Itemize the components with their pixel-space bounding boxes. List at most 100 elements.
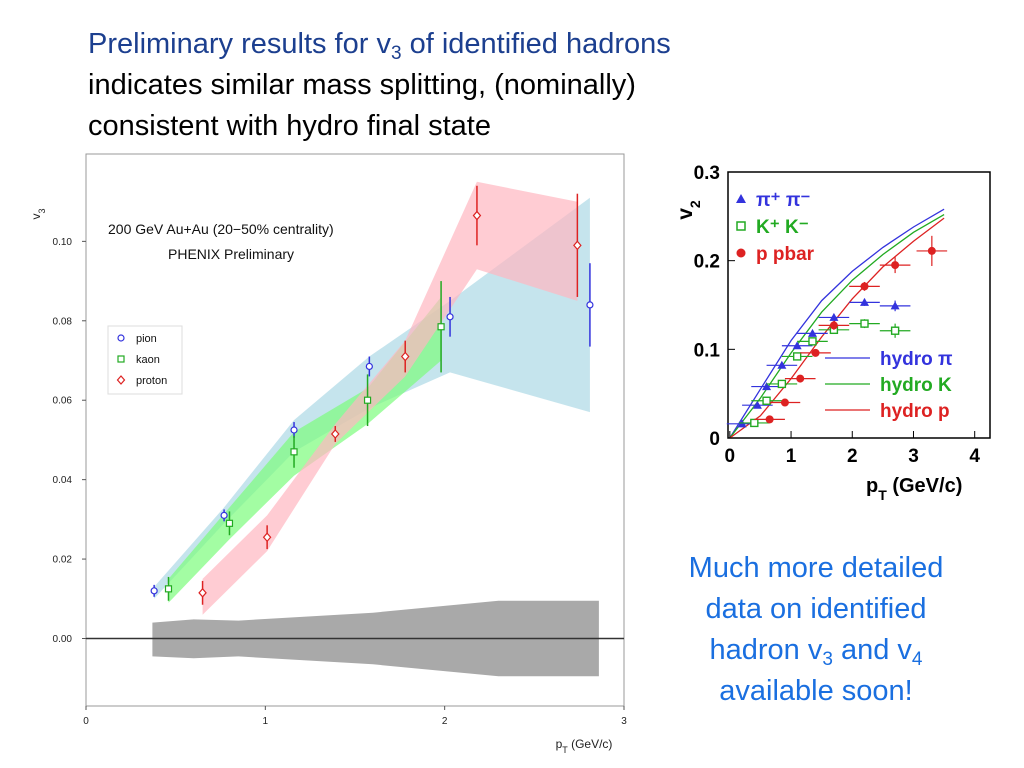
v2-legend-label: π⁺ π⁻ — [756, 190, 810, 211]
x-tick-label: 1 — [263, 716, 269, 727]
x-tick-label: 3 — [621, 716, 627, 727]
proton-point — [330, 429, 340, 439]
v2-point — [762, 396, 771, 405]
v2-point — [860, 319, 869, 328]
v2-point — [777, 360, 787, 369]
kaon-point — [437, 323, 445, 331]
pion-point — [290, 426, 298, 434]
v2-point — [750, 418, 759, 428]
hydro-legend-label: hydro π — [880, 349, 953, 370]
y-tick-label: 0.02 — [53, 555, 73, 566]
v2-point — [792, 341, 802, 350]
v2-y-tick-label: 0.2 — [694, 252, 720, 273]
v2-x-tick-label: 1 — [786, 446, 797, 467]
kaon-point — [290, 448, 298, 456]
hydro-curve — [729, 208, 945, 439]
note-text: Much more detailed data on identified ha… — [648, 548, 984, 712]
proton-point — [400, 351, 410, 362]
band-proton — [202, 181, 578, 615]
title-line-2: indicates similar mass splitting, (nomin… — [88, 69, 636, 101]
note-line3-pre: hadron v — [709, 634, 823, 666]
v2-point — [891, 261, 900, 270]
v2-x-axis-label: pT (GeV/c) — [866, 475, 962, 503]
v2-point — [777, 379, 787, 389]
legend-label-kaon: kaon — [136, 354, 160, 366]
note-line3-mid: and v — [832, 634, 912, 666]
kaon-point — [363, 396, 372, 404]
hydro-legend-label: hydro p — [880, 401, 950, 422]
proton-point — [198, 587, 207, 598]
title-line1-sub: 3 — [390, 43, 402, 64]
v2-point — [860, 297, 870, 306]
v2-legend-marker — [736, 248, 746, 258]
v2-point — [890, 326, 900, 335]
y-tick-label: 0.00 — [53, 634, 73, 645]
v2-x-tick-label: 3 — [908, 446, 919, 467]
v2-point — [765, 415, 774, 424]
v2-point — [752, 400, 762, 409]
v2-point — [807, 328, 817, 337]
title-line1-post: of identified hadrons — [401, 28, 671, 60]
v2-point — [860, 282, 869, 291]
y-tick-label: 0.10 — [53, 237, 73, 248]
v2-legend-marker — [736, 194, 746, 203]
kaon-point — [164, 585, 173, 593]
pion-point — [150, 587, 158, 595]
band-kaon — [168, 297, 442, 603]
v2-point — [829, 312, 839, 321]
v2-y-axis-label: v2 — [674, 200, 703, 220]
v2-x-tick-label: 2 — [847, 446, 858, 467]
legend-label-pion: pion — [136, 333, 157, 345]
pion-point — [365, 362, 373, 371]
pion-point — [220, 511, 228, 519]
title-line-3: consistent with hydro final state — [88, 110, 491, 142]
v2-point — [762, 382, 772, 391]
v2-point — [890, 301, 900, 310]
hydro-curve — [729, 214, 945, 439]
y-tick-label: 0.06 — [53, 396, 73, 407]
title-line1-pre: Preliminary results for v — [88, 28, 391, 60]
v2-y-tick-label: 0.3 — [694, 163, 720, 184]
x-tick-label: 2 — [442, 716, 448, 727]
proton-point — [472, 210, 482, 221]
v2-legend-marker — [736, 221, 746, 231]
v2-point — [796, 374, 805, 383]
y-tick-label: 0.04 — [53, 475, 73, 486]
annotation-phenix: PHENIX Preliminary — [168, 246, 294, 262]
legend-label-proton: proton — [136, 375, 167, 387]
v2-point — [808, 337, 817, 346]
x-tick-label: 0 — [83, 716, 89, 727]
proton-point — [573, 240, 582, 251]
note-line-3: hadron v3 and v4 — [648, 630, 984, 671]
v2-legend-label: p pbar — [756, 244, 815, 265]
v2-point — [927, 246, 936, 255]
note-line-4: available soon! — [719, 675, 913, 707]
v2-legend-label: K⁺ K⁻ — [756, 217, 809, 238]
slide-title: Preliminary results for v3 of identified… — [88, 24, 808, 147]
note-line3-sub2: 4 — [911, 649, 923, 670]
note-line-2: data on identified — [705, 593, 927, 625]
legend-marker-kaon — [117, 355, 125, 363]
y-tick-label: 0.08 — [53, 316, 73, 327]
note-line-1: Much more detailed — [688, 552, 944, 584]
v2-x-tick-label: 4 — [969, 446, 980, 467]
v2-y-tick-label: 0 — [709, 429, 720, 450]
x-axis-label: pT (GeV/c) — [556, 737, 613, 755]
annotation-centrality: 200 GeV Au+Au (20−50% centrality) — [108, 221, 334, 237]
proton-point — [262, 532, 272, 543]
legend-marker-pion — [117, 334, 125, 342]
legend-marker-proton — [116, 375, 126, 385]
v2-point — [829, 321, 838, 330]
y-axis-label: v3 — [29, 208, 47, 219]
title-line-1: Preliminary results for v3 of identified… — [88, 24, 808, 65]
v2-point — [811, 348, 820, 357]
pion-point — [586, 301, 594, 309]
v2-plot-frame — [727, 171, 991, 439]
pion-point — [446, 313, 454, 321]
note-line3-sub1: 3 — [822, 649, 833, 670]
hydro-legend-label: hydro K — [880, 375, 952, 396]
kaon-point — [225, 519, 234, 527]
v2-y-tick-label: 0.1 — [694, 340, 721, 361]
v2-point — [780, 398, 789, 407]
